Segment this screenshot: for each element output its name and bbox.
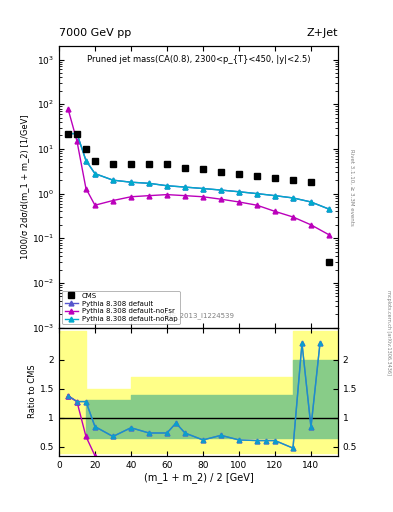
Pythia 8.308 default-noFsr [183,193,187,199]
Pythia 8.308 default-noFsr [273,208,277,215]
Pythia 8.308 default-noRap [147,180,151,186]
Pythia 8.308 default-noFsr [110,198,115,204]
Text: Pruned jet mass(CA(0.8), 2300<p_{T}<450, |y|<2.5): Pruned jet mass(CA(0.8), 2300<p_{T}<450,… [87,55,310,63]
Pythia 8.308 default-noRap [84,158,88,164]
Pythia 8.308 default [165,183,169,189]
Pythia 8.308 default-noFsr [219,196,223,202]
Pythia 8.308 default-noFsr [200,194,205,200]
Pythia 8.308 default-noRap [165,183,169,189]
Line: Pythia 8.308 default-noRap: Pythia 8.308 default-noRap [66,131,331,211]
Y-axis label: Rivet 3.1.10, ≥ 3.3M events: Rivet 3.1.10, ≥ 3.3M events [349,148,354,225]
Pythia 8.308 default-noRap [290,195,295,201]
CMS [165,161,169,167]
Pythia 8.308 default-noRap [237,189,241,195]
Pythia 8.308 default-noRap [273,193,277,199]
Pythia 8.308 default [183,184,187,190]
CMS [309,179,313,185]
Pythia 8.308 default [273,193,277,199]
CMS [327,259,331,265]
Pythia 8.308 default [327,206,331,212]
Pythia 8.308 default-noFsr [327,232,331,238]
Pythia 8.308 default [147,180,151,186]
Text: 7000 GeV pp: 7000 GeV pp [59,28,131,38]
CMS [93,158,97,164]
Line: Pythia 8.308 default-noFsr: Pythia 8.308 default-noFsr [66,106,331,237]
Pythia 8.308 default-noRap [309,199,313,205]
Pythia 8.308 default [219,187,223,193]
Pythia 8.308 default-noFsr [147,193,151,199]
Pythia 8.308 default [66,131,70,137]
Pythia 8.308 default [237,189,241,195]
X-axis label: (m_1 + m_2) / 2 [GeV]: (m_1 + m_2) / 2 [GeV] [143,472,253,483]
Pythia 8.308 default-noFsr [237,199,241,205]
Y-axis label: Ratio to CMS: Ratio to CMS [28,365,37,418]
Pythia 8.308 default-noFsr [290,214,295,220]
Text: CMS_2013_I1224539: CMS_2013_I1224539 [162,312,235,319]
CMS [66,131,70,137]
Pythia 8.308 default [255,190,259,197]
CMS [147,161,151,167]
Pythia 8.308 default [200,185,205,191]
Line: Pythia 8.308 default: Pythia 8.308 default [66,131,331,211]
Pythia 8.308 default [129,179,133,185]
CMS [200,166,205,173]
CMS [75,131,79,137]
CMS [273,175,277,181]
Pythia 8.308 default-noFsr [165,191,169,198]
Pythia 8.308 default-noFsr [66,105,70,112]
Pythia 8.308 default-noRap [255,190,259,197]
Pythia 8.308 default [290,195,295,201]
Pythia 8.308 default [93,170,97,177]
Pythia 8.308 default-noFsr [84,185,88,191]
Pythia 8.308 default-noRap [110,177,115,183]
CMS [183,165,187,171]
Pythia 8.308 default-noFsr [93,202,97,208]
CMS [84,146,88,152]
Pythia 8.308 default-noRap [66,131,70,137]
CMS [110,161,115,167]
Pythia 8.308 default-noRap [219,187,223,193]
Pythia 8.308 default-noRap [75,131,79,137]
CMS [237,170,241,177]
Pythia 8.308 default [84,158,88,164]
CMS [290,177,295,183]
Pythia 8.308 default [110,177,115,183]
Pythia 8.308 default-noFsr [129,194,133,200]
Pythia 8.308 default-noRap [129,179,133,185]
Pythia 8.308 default-noFsr [75,138,79,144]
Pythia 8.308 default [75,131,79,137]
Text: mcplots.cern.ch [arXiv:1306.3436]: mcplots.cern.ch [arXiv:1306.3436] [386,290,391,375]
Pythia 8.308 default-noRap [200,185,205,191]
Pythia 8.308 default-noRap [327,206,331,212]
Text: Z+Jet: Z+Jet [307,28,338,38]
Legend: CMS, Pythia 8.308 default, Pythia 8.308 default-noFsr, Pythia 8.308 default-noRa: CMS, Pythia 8.308 default, Pythia 8.308 … [62,291,180,324]
Pythia 8.308 default [309,199,313,205]
Pythia 8.308 default-noFsr [255,202,259,208]
Y-axis label: 1000/σ 2dσ/d(m_1 + m_2) [1/GeV]: 1000/σ 2dσ/d(m_1 + m_2) [1/GeV] [20,115,29,259]
CMS [129,161,133,167]
Line: CMS: CMS [65,131,332,265]
Pythia 8.308 default-noRap [93,170,97,177]
CMS [255,173,259,179]
Pythia 8.308 default-noRap [183,184,187,190]
Pythia 8.308 default-noFsr [309,222,313,228]
CMS [219,169,223,175]
